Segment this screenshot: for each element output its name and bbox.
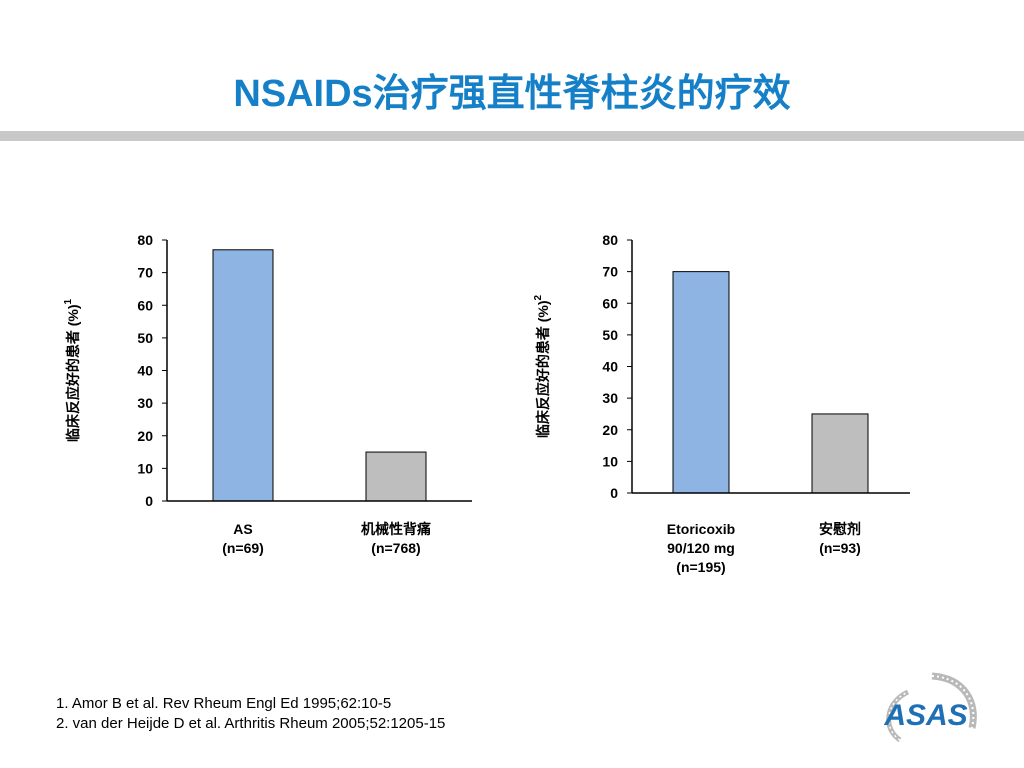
x-category-label: Etoricoxib 90/120 mg (n=195) — [667, 521, 735, 575]
y-tick-label: 60 — [137, 297, 153, 313]
y-tick-label: 30 — [602, 390, 618, 406]
asas-logo: ASAS — [883, 672, 977, 743]
x-category-label: 安慰剂(n=93) — [819, 521, 861, 556]
y-axis-label: 临床反应好的患者 (%)1 — [63, 298, 81, 442]
y-tick-label: 40 — [137, 363, 153, 379]
y-tick-label: 70 — [137, 265, 153, 281]
title-divider — [0, 131, 1024, 141]
bar-1 — [672, 271, 730, 494]
y-tick-label: 20 — [602, 422, 618, 438]
y-tick-label: 0 — [145, 493, 153, 509]
y-tick-label: 10 — [137, 460, 153, 476]
references: 1. Amor B et al. Rev Rheum Engl Ed 1995;… — [56, 694, 445, 734]
y-tick-label: 20 — [137, 428, 153, 444]
y-tick-label: 80 — [602, 232, 618, 248]
y-tick-label: 50 — [137, 330, 153, 346]
y-tick-label: 30 — [137, 395, 153, 411]
bar-2 — [811, 413, 869, 494]
y-tick-label: 10 — [602, 453, 618, 469]
bar-1 — [212, 249, 274, 502]
y-tick-label: 60 — [602, 295, 618, 311]
x-category-label: AS (n=69) — [222, 521, 264, 556]
reference-1: 1. Amor B et al. Rev Rheum Engl Ed 1995;… — [56, 695, 392, 712]
logo-swoosh-icon — [886, 672, 977, 743]
y-tick-label: 50 — [602, 327, 618, 343]
y-tick-label: 0 — [610, 485, 618, 501]
y-axis-label: 临床反应好的患者 (%)2 — [533, 294, 551, 438]
logo-text: ASAS — [883, 699, 967, 732]
y-tick-label: 40 — [602, 359, 618, 375]
slide-title: NSAIDs治疗强直性脊柱炎的疗效 — [233, 73, 791, 115]
y-tick-label: 70 — [602, 264, 618, 280]
reference-2: 2. van der Heijde D et al. Arthritis Rhe… — [56, 715, 446, 732]
y-tick-label: 80 — [137, 232, 153, 248]
x-category-label: 机械性背痛(n=768) — [361, 521, 431, 556]
bar-2 — [365, 451, 427, 502]
